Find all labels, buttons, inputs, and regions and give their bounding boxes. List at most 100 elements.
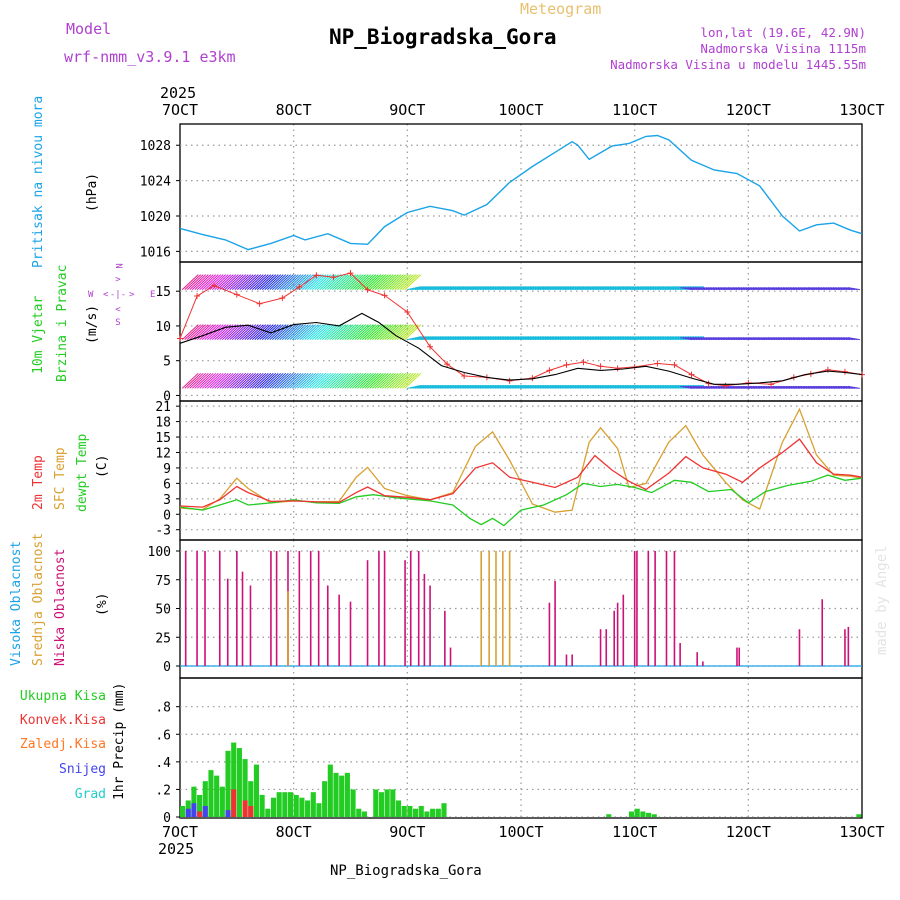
wind-barb [649, 286, 665, 291]
wind-barb [286, 274, 304, 290]
wind-barb [504, 286, 519, 291]
wind-barb [401, 274, 419, 290]
total-precip-bar [606, 814, 612, 817]
wind-barb [311, 274, 329, 290]
total-precip-bar [214, 775, 220, 817]
wind-barb [246, 372, 264, 389]
wind-barb [534, 336, 549, 341]
time-label-top: 8OCT [276, 101, 312, 119]
wind-barb [226, 372, 244, 389]
wind-barb [577, 384, 592, 389]
wind-barb [452, 336, 467, 341]
wind-barb [554, 336, 569, 341]
wind-barb [519, 384, 534, 389]
wind-barb [602, 286, 617, 291]
wind-ylabel-2: Brzina i Pravac [55, 265, 70, 382]
total-precip-bar [236, 748, 242, 817]
wind-barb [532, 286, 547, 291]
wind-barb [672, 336, 687, 341]
wind-barb [184, 372, 202, 389]
wind-barb [384, 372, 402, 389]
wind-barb [619, 336, 634, 341]
wind-barb [221, 274, 239, 290]
wind-barb [672, 286, 687, 291]
wind-barb [359, 372, 377, 389]
wind-barb [457, 336, 472, 341]
compass-west: W [88, 290, 94, 300]
wind-barb [379, 324, 397, 341]
wind-barb [612, 336, 627, 341]
wind-barb [422, 384, 437, 389]
total-precip-bar [270, 797, 277, 817]
wind-barb [459, 384, 474, 389]
wind-barb [489, 286, 504, 291]
wind-barb [276, 274, 294, 290]
wind-barb [331, 274, 349, 290]
wind-barb [279, 274, 297, 290]
wind-barb [669, 384, 685, 389]
total-precip-bar [350, 789, 356, 817]
wind-barb [429, 286, 444, 291]
wind-barb [184, 274, 202, 290]
wind-barb [311, 372, 329, 389]
wind-barb [189, 372, 207, 389]
wind-barb [229, 372, 247, 389]
wind-barb [414, 286, 429, 291]
wind-barb [234, 324, 252, 341]
wind-barb [291, 324, 309, 341]
wind-barb [532, 336, 547, 341]
wind-barb [384, 274, 402, 290]
wind-barb [226, 274, 244, 290]
wind-barb [386, 324, 404, 341]
total-precip-bar [197, 794, 203, 817]
wind-barb [654, 286, 670, 291]
wind-barb [359, 324, 377, 341]
wind-gust-marker [177, 335, 183, 342]
wind-barb [637, 286, 652, 291]
wind-gust-marker [256, 300, 263, 307]
wind-barb [391, 324, 409, 341]
wind-barb [241, 274, 259, 290]
wind-barb [386, 372, 404, 389]
total-precip-bar [322, 781, 328, 817]
wind-barb [419, 384, 434, 389]
wind-barb [652, 286, 667, 291]
wind-barb [599, 286, 614, 291]
wind-barb [407, 336, 422, 341]
wind-barb [224, 324, 242, 341]
total-precip-bar [219, 786, 225, 817]
wind-barb [281, 274, 299, 290]
wind-barb [201, 274, 219, 290]
wind-barb [629, 384, 644, 389]
wind-barb [354, 372, 372, 389]
compass-center: -|- [110, 290, 126, 300]
wind-barb [637, 336, 652, 341]
wind-barb [264, 372, 282, 389]
wind-barb [201, 324, 219, 341]
wind-barb [512, 336, 527, 341]
time-label-bottom: 10OCT [498, 823, 543, 841]
time-label-bottom: 11OCT [612, 823, 657, 841]
wind-barb [334, 324, 352, 341]
wind-barb [594, 286, 609, 291]
wind-barb [326, 274, 344, 290]
wind-barb [244, 372, 262, 389]
plot-layer: 7OCT 7OCT 8OCT 8OCT 9OCT 9OCT 10OCT 10OCT 11OCT 1… [140, 101, 885, 841]
wind-barb [654, 336, 670, 341]
wind-barb [529, 384, 544, 389]
total-precip-bar [310, 792, 316, 817]
wind-barb [427, 384, 442, 389]
wind-barb [527, 286, 542, 291]
wind-barb [634, 384, 649, 389]
wind-barb [462, 286, 477, 291]
wind-barb [351, 324, 369, 341]
wind-barb [356, 274, 374, 290]
wind-barb [609, 384, 624, 389]
ytick-label-temp: 12 [155, 446, 171, 461]
wind-barb [379, 274, 397, 290]
wind-barb [567, 336, 582, 341]
wind-barb [389, 324, 407, 341]
wind-barb [567, 286, 582, 291]
wind-barb [564, 286, 579, 291]
wind-barb [419, 336, 434, 341]
